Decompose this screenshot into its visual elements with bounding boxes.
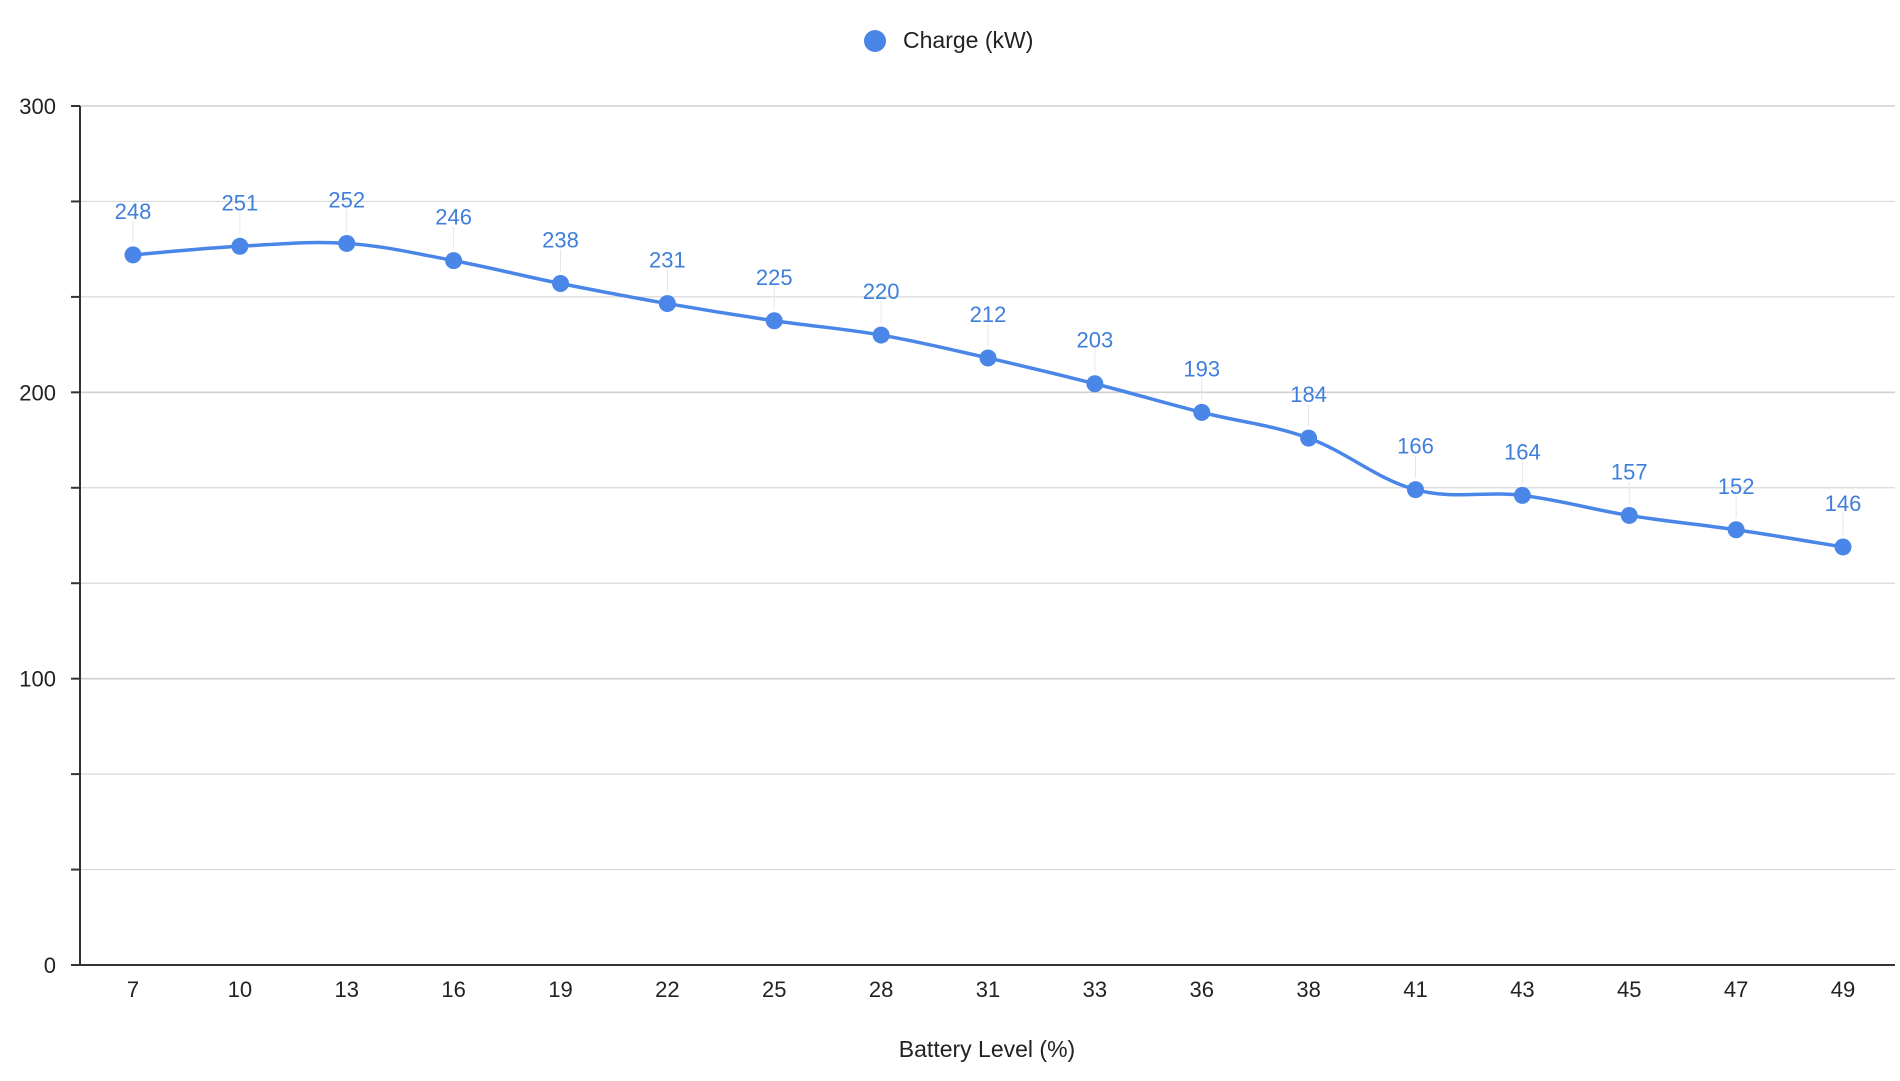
data-label: 248 xyxy=(115,199,152,224)
series-charge xyxy=(131,240,1845,549)
data-point xyxy=(872,326,890,344)
data-label: 231 xyxy=(649,248,686,273)
x-axis-title: Battery Level (%) xyxy=(899,1036,1075,1062)
gridlines xyxy=(71,105,1895,966)
data-point xyxy=(1193,403,1211,421)
data-label: 164 xyxy=(1504,439,1541,464)
data-point xyxy=(1620,506,1638,524)
data-point xyxy=(1407,481,1424,499)
x-tick-label: 19 xyxy=(548,977,572,1002)
x-tick-labels: 7 10 13 16 19 22 25 28 31 33 36 38 41 43 45 47 49 xyxy=(127,977,1855,1002)
data-point xyxy=(979,349,997,367)
data-point xyxy=(1727,521,1745,539)
legend: Charge (kW) xyxy=(864,27,1033,53)
data-point xyxy=(552,275,569,293)
x-tick-label: 10 xyxy=(228,977,252,1002)
x-tick-label: 7 xyxy=(127,977,139,1002)
legend-label: Charge (kW) xyxy=(903,27,1033,53)
data-point xyxy=(1086,375,1104,393)
data-label: 152 xyxy=(1718,474,1755,499)
data-label: 246 xyxy=(435,205,472,230)
data-label: 146 xyxy=(1825,491,1862,516)
data-point xyxy=(445,252,463,270)
x-tick-label: 22 xyxy=(655,977,679,1002)
data-label: 251 xyxy=(222,190,259,215)
y-tick-label: 100 xyxy=(19,667,56,692)
x-tick-label: 16 xyxy=(441,977,465,1002)
series-line xyxy=(131,240,1845,549)
y-tick-label: 200 xyxy=(19,380,56,405)
data-label: 193 xyxy=(1183,356,1220,381)
data-point xyxy=(658,295,676,313)
y-tick-label: 0 xyxy=(44,953,56,978)
y-tick-label: 300 xyxy=(19,94,56,119)
data-label: 157 xyxy=(1611,459,1648,484)
data-label: 220 xyxy=(863,279,900,304)
data-label: 203 xyxy=(1077,328,1114,353)
data-label: 225 xyxy=(756,265,793,290)
data-point xyxy=(231,237,249,255)
data-label-leaders xyxy=(132,209,1844,535)
x-tick-label: 49 xyxy=(1831,977,1855,1002)
x-tick-label: 47 xyxy=(1724,977,1748,1002)
data-label: 166 xyxy=(1397,434,1434,459)
x-tick-label: 25 xyxy=(762,977,786,1002)
x-tick-label: 31 xyxy=(976,977,1000,1002)
x-tick-label: 43 xyxy=(1510,977,1534,1002)
x-tick-label: 36 xyxy=(1190,977,1214,1002)
data-point xyxy=(1513,486,1531,504)
x-tick-label: 13 xyxy=(335,977,359,1002)
legend-marker-icon xyxy=(864,30,886,52)
data-labels: 248 251 252 246 238 231 225 220 212 203 193 184 166 1… xyxy=(115,187,1862,516)
x-tick-label: 33 xyxy=(1083,977,1107,1002)
x-tick-label: 38 xyxy=(1296,977,1320,1002)
data-label: 238 xyxy=(542,228,579,253)
data-point xyxy=(124,246,142,264)
data-label: 184 xyxy=(1290,382,1327,407)
x-tick-label: 41 xyxy=(1403,977,1427,1002)
y-tick-labels: 0 100 200 300 xyxy=(19,94,56,978)
data-point xyxy=(1834,538,1852,556)
data-point xyxy=(338,234,356,252)
data-point xyxy=(765,312,783,330)
x-tick-label: 28 xyxy=(869,977,893,1002)
data-point xyxy=(1300,429,1318,447)
data-label: 252 xyxy=(328,187,365,212)
data-points xyxy=(124,234,1852,556)
axes xyxy=(79,106,1895,966)
x-tick-label: 45 xyxy=(1617,977,1641,1002)
data-label: 212 xyxy=(970,302,1007,327)
